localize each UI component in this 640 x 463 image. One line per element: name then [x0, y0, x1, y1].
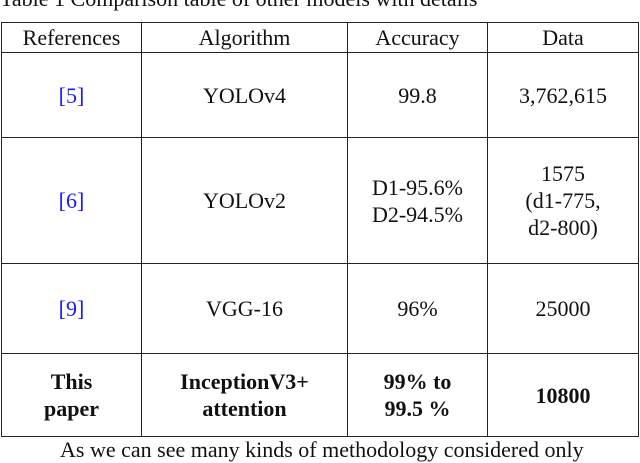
cell-accuracy: 99% to 99.5 % [347, 353, 488, 437]
data-text: 25000 [535, 296, 591, 321]
cell-algorithm: InceptionV3+ attention [141, 353, 348, 437]
comparison-table: References Algorithm Accuracy Data [5] Y… [1, 22, 639, 437]
algorithm-text: YOLOv2 [202, 188, 287, 213]
cell-algorithm: VGG-16 [141, 263, 348, 354]
header-algorithm: Algorithm [141, 22, 348, 53]
accuracy-text: 99.8 [398, 82, 437, 108]
body-paragraph: As we can see many kinds of methodology … [60, 437, 584, 462]
cell-algorithm: YOLOv4 [141, 52, 348, 138]
table-row: [5] YOLOv4 99.8 3,762,615 [1, 52, 639, 138]
header-data: Data [487, 22, 639, 53]
cell-accuracy: 96% [347, 263, 488, 354]
data-text: 3,762,615 [519, 82, 607, 108]
reference-link[interactable]: [6] [58, 188, 85, 213]
cell-reference: [6] [1, 137, 142, 264]
data-text: (d1-775, [525, 188, 601, 213]
reference-text: This [50, 369, 93, 394]
accuracy-text: 99% to [383, 369, 452, 394]
cell-data: 3,762,615 [487, 52, 639, 138]
cell-data: 25000 [487, 263, 639, 354]
data-text: 10800 [535, 382, 591, 408]
reference-link[interactable]: [5] [58, 82, 85, 108]
cell-data: 10800 [487, 353, 639, 437]
data-text: d2-800) [528, 215, 598, 240]
table-row-this-paper: This paper InceptionV3+ attention 99% to… [1, 353, 639, 437]
cell-reference: [9] [1, 263, 142, 354]
cell-reference: [5] [1, 52, 142, 138]
cell-data: 1575 (d1-775, d2-800) [487, 137, 639, 264]
cell-algorithm: YOLOv2 [141, 137, 348, 264]
reference-text: paper [44, 396, 99, 421]
cell-reference: This paper [1, 353, 142, 437]
accuracy-text: D2-94.5% [371, 201, 464, 227]
table-header-row: References Algorithm Accuracy Data [1, 22, 639, 53]
data-text: 1575 [541, 161, 585, 186]
reference-link[interactable]: [9] [58, 296, 85, 321]
table-row: [9] VGG-16 96% 25000 [1, 263, 639, 354]
algorithm-text: InceptionV3+ [180, 369, 309, 394]
header-accuracy: Accuracy [347, 22, 488, 53]
accuracy-text: 96% [397, 296, 438, 321]
accuracy-text: 99.5 % [384, 396, 451, 421]
cell-accuracy: D1-95.6% D2-94.5% [347, 137, 488, 264]
header-references: References [1, 22, 142, 53]
table-row: [6] YOLOv2 D1-95.6% D2-94.5% 1575 (d1-77… [1, 137, 639, 264]
accuracy-text: D1-95.6% [371, 174, 464, 200]
table-caption: Table 1 Comparison table of other models… [0, 0, 640, 10]
algorithm-text: VGG-16 [206, 296, 283, 321]
algorithm-text: attention [202, 396, 287, 421]
cell-accuracy: 99.8 [347, 52, 488, 138]
algorithm-text: YOLOv4 [202, 82, 287, 108]
